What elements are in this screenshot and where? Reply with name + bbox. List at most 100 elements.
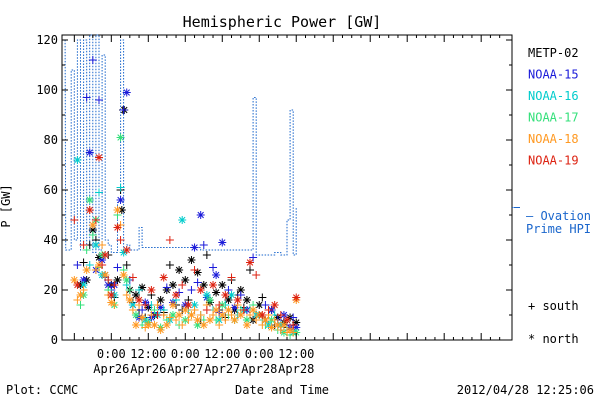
- data-point: [178, 321, 187, 329]
- data-point: [91, 266, 100, 274]
- data-point: [221, 291, 230, 299]
- x-tick-label-date: Apr28: [241, 362, 277, 376]
- legend-entry: NOAA-19: [528, 154, 579, 168]
- data-point: [110, 301, 119, 309]
- data-point: [202, 291, 211, 299]
- data-point: [227, 311, 236, 319]
- data-point: [181, 276, 190, 284]
- data-point: [258, 293, 267, 302]
- data-point: [212, 306, 221, 314]
- data-point: [116, 236, 125, 244]
- data-point: [184, 316, 193, 324]
- data-point: [175, 311, 184, 319]
- data-point: [172, 316, 181, 324]
- data-point: [138, 313, 147, 322]
- x-tick-label-time: 12:00: [130, 347, 166, 361]
- data-point: [150, 306, 159, 314]
- data-point: [178, 281, 187, 289]
- x-tick-label-date: Apr27: [167, 362, 203, 376]
- axes: 0204060801001200:00Apr2612:00Apr260:00Ap…: [36, 33, 512, 376]
- data-point: [209, 263, 218, 272]
- x-tick-label-date: Apr28: [278, 362, 314, 376]
- legend-entry: NOAA-16: [528, 89, 579, 103]
- data-point: [159, 273, 168, 282]
- data-point: [224, 306, 233, 314]
- legend: METP-02 NOAA-15 NOAA-16 NOAA-17 NOAA-18 NOAA-…: [514, 46, 579, 208]
- data-point: [221, 316, 230, 324]
- data-point: [199, 321, 208, 329]
- data-point: [165, 313, 174, 322]
- legend-entry: NOAA-15: [528, 68, 579, 82]
- data-point: [227, 273, 236, 282]
- data-point: [165, 236, 174, 244]
- data-point: [104, 276, 113, 284]
- data-point: [76, 301, 85, 309]
- data-point: [168, 301, 177, 309]
- data-point: [122, 246, 131, 254]
- data-point: [279, 321, 288, 329]
- data-point: [178, 216, 187, 224]
- data-point: [73, 281, 82, 289]
- data-point: [236, 291, 245, 299]
- x-tick-label-time: 0:00: [97, 347, 126, 361]
- legend-entry: NOAA-17: [528, 111, 579, 125]
- data-point: [270, 316, 279, 324]
- data-point: [249, 253, 258, 262]
- data-point: [162, 283, 171, 292]
- data-point: [98, 241, 107, 249]
- data-point: [212, 288, 221, 297]
- data-point: [276, 326, 285, 334]
- data-point: [264, 306, 273, 314]
- data-point: [116, 196, 125, 204]
- data-point: [249, 306, 258, 314]
- data-point: [70, 276, 79, 284]
- plot-frame: [61, 34, 513, 341]
- data-point: [79, 286, 88, 294]
- data-point: [246, 266, 255, 274]
- data-point: [91, 216, 100, 224]
- data-point: [116, 183, 125, 192]
- y-tick-label: 0: [51, 333, 58, 347]
- data-point: [261, 316, 270, 324]
- data-point: [230, 316, 239, 324]
- data-point: [150, 321, 159, 329]
- data-point: [289, 328, 298, 337]
- data-point: [261, 301, 270, 309]
- data-point: [227, 291, 236, 299]
- plot-area: [61, 34, 513, 341]
- data-point: [73, 296, 82, 304]
- data-point: [246, 311, 255, 319]
- data-point: [94, 153, 103, 162]
- data-point: [246, 258, 255, 267]
- data-point: [239, 306, 248, 314]
- data-point: [218, 311, 227, 319]
- data-point: [172, 291, 181, 299]
- data-point: [236, 311, 245, 319]
- data-point: [122, 88, 131, 97]
- data-point: [73, 156, 82, 164]
- data-point: [85, 196, 94, 204]
- y-axis-label: P [GW]: [0, 184, 13, 227]
- data-point: [196, 211, 205, 219]
- x-tick-label-time: 12:00: [204, 347, 240, 361]
- data-point: [101, 251, 110, 259]
- data-point: [76, 291, 85, 299]
- data-point: [138, 306, 147, 314]
- data-point: [88, 221, 97, 229]
- data-point: [289, 313, 298, 322]
- legend-entry: NOAA-18: [528, 132, 579, 146]
- data-point: [190, 243, 199, 252]
- data-point: [153, 311, 162, 319]
- x-tick-label-date: Apr26: [93, 362, 129, 376]
- data-point: [218, 238, 227, 247]
- data-point: [122, 276, 131, 284]
- y-tick-label: 40: [44, 233, 58, 247]
- data-point: [113, 223, 122, 232]
- data-point: [141, 301, 150, 309]
- data-point: [119, 271, 128, 279]
- south-legend: + south: [528, 299, 579, 313]
- data-point: [202, 251, 211, 259]
- data-point: [242, 321, 251, 329]
- chart-title: Hemispheric Power [GW]: [183, 13, 382, 31]
